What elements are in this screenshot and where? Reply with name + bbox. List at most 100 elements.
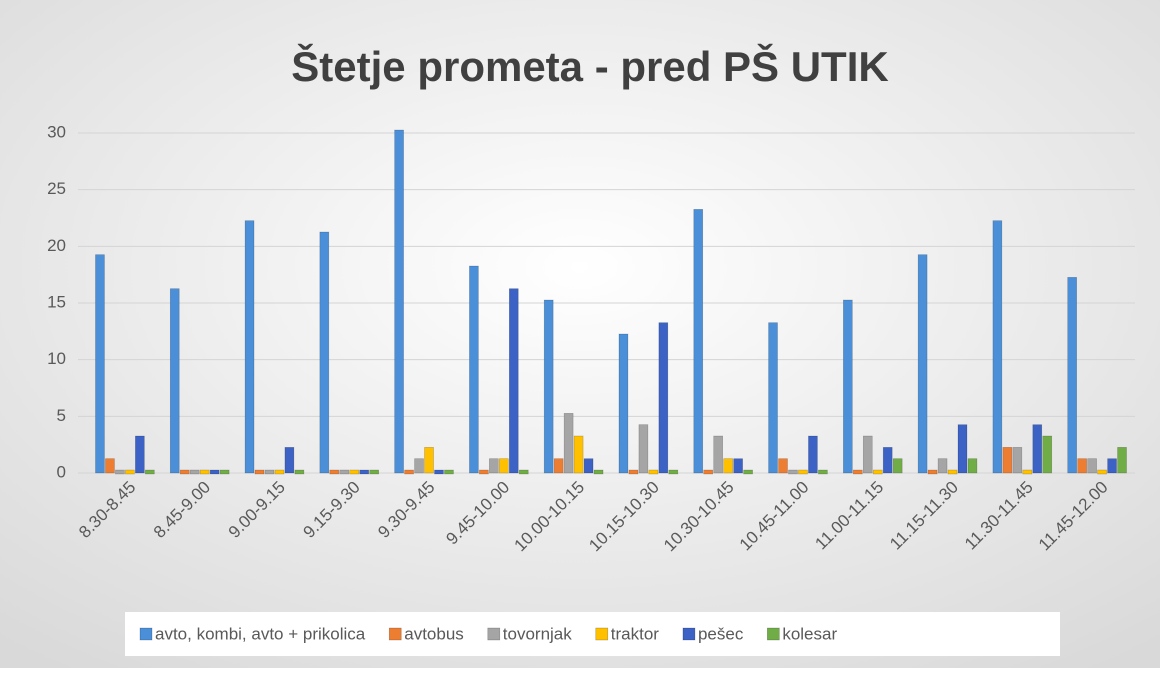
bar [339, 469, 350, 475]
chart-title: Štetje prometa - pred PŠ UTIK [291, 42, 888, 90]
bar [818, 469, 828, 475]
bar [563, 413, 574, 474]
y-tick-label: 10 [47, 349, 66, 368]
bar [189, 469, 200, 475]
bar [618, 333, 629, 474]
bar [499, 458, 509, 474]
bar [319, 231, 330, 474]
bar [518, 469, 529, 475]
bar [1117, 447, 1127, 474]
bar [125, 469, 135, 475]
bar [553, 458, 564, 474]
bar [145, 469, 155, 475]
bar [105, 458, 115, 474]
bar [479, 469, 489, 475]
bar [294, 469, 305, 475]
bar [703, 469, 714, 475]
legend-label: pešec [698, 624, 744, 643]
bar [573, 435, 584, 474]
bar [768, 322, 778, 474]
bar [658, 322, 669, 474]
bar [394, 129, 404, 474]
bar [179, 469, 190, 475]
bar [1087, 458, 1097, 474]
bar [957, 424, 968, 474]
bar [284, 447, 295, 474]
legend-label: avtobus [404, 624, 464, 643]
bar [967, 458, 978, 474]
bar [778, 458, 788, 474]
bar [115, 469, 125, 475]
bar [1067, 277, 1077, 474]
bar [992, 220, 1003, 474]
bar [434, 469, 444, 475]
bar [892, 458, 903, 474]
bar [593, 469, 604, 475]
bar [469, 265, 479, 474]
bar [648, 469, 659, 475]
bar [219, 469, 230, 475]
bar [274, 469, 285, 475]
bar [798, 469, 808, 475]
legend-swatch [487, 627, 501, 641]
bar [329, 469, 340, 475]
bar [349, 469, 360, 475]
legend-box [125, 612, 1060, 656]
bar [254, 469, 265, 475]
bar [583, 458, 594, 474]
bar [1042, 435, 1053, 474]
y-tick-label: 30 [47, 122, 66, 141]
bar [414, 458, 424, 474]
legend-label: avto, kombi, avto + prikolica [155, 624, 366, 643]
bar [743, 469, 753, 475]
bar [244, 220, 255, 474]
legend-swatch [682, 627, 696, 641]
bar [882, 447, 893, 474]
bar [693, 209, 704, 474]
bar [872, 469, 883, 475]
bar [917, 254, 928, 474]
bar [424, 447, 434, 474]
bar [1012, 447, 1023, 474]
legend-swatch [139, 627, 153, 641]
bar [1022, 469, 1033, 475]
legend-label: tovornjak [503, 624, 572, 643]
bar [668, 469, 679, 475]
bar [862, 435, 873, 474]
bar [937, 458, 948, 474]
bar [853, 469, 863, 475]
bar [135, 435, 145, 474]
bar [444, 469, 454, 475]
bar [508, 288, 519, 474]
bar [788, 469, 798, 475]
bar [1077, 458, 1087, 474]
bar [947, 469, 958, 475]
bar [1002, 447, 1013, 474]
bar [638, 424, 649, 474]
y-tick-label: 5 [57, 406, 66, 425]
bar [1107, 458, 1117, 474]
bar [543, 299, 554, 474]
bar [927, 469, 938, 475]
bar [733, 458, 743, 474]
bar [95, 254, 105, 474]
bar [369, 469, 379, 475]
bar [404, 469, 414, 475]
legend-label: kolesar [782, 624, 837, 643]
legend-swatch [388, 627, 402, 641]
legend-swatch [595, 627, 609, 641]
y-tick-label: 20 [47, 236, 66, 255]
bar [628, 469, 639, 475]
legend-label: traktor [611, 624, 660, 643]
bar [1032, 424, 1043, 474]
bar [209, 469, 220, 475]
bar [359, 469, 369, 475]
y-tick-label: 0 [57, 462, 66, 481]
y-tick-label: 15 [47, 292, 66, 311]
legend-swatch [767, 627, 780, 641]
bar [199, 469, 210, 475]
bar [843, 299, 853, 474]
bar [808, 435, 818, 474]
bar [723, 458, 733, 474]
